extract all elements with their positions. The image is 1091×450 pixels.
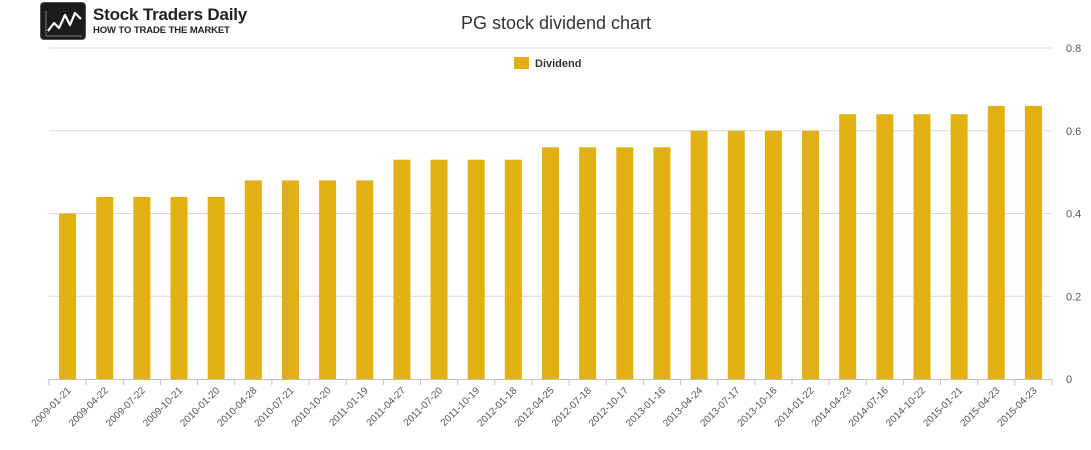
logo: Stock Traders Daily HOW TO TRADE THE MAR… (40, 2, 247, 42)
bar (542, 147, 559, 379)
chart-x-tick-labels: 2009-01-212009-04-222009-07-222009-10-21… (30, 385, 1040, 429)
x-tick-label: 2015-04-23 (996, 385, 1040, 429)
bar (764, 130, 782, 379)
bar (839, 114, 857, 379)
bar (133, 196, 151, 379)
bar (950, 114, 968, 379)
bar (356, 180, 374, 379)
logo-tagline: HOW TO TRADE THE MARKET (93, 25, 230, 36)
x-tick-label: 2010-10-20 (290, 385, 334, 429)
chart-title: PG stock dividend chart (461, 13, 651, 33)
bar (690, 130, 708, 379)
bar (727, 130, 745, 379)
bar (579, 147, 597, 379)
bar (653, 147, 671, 379)
bar (1024, 105, 1042, 380)
bar (207, 196, 225, 379)
logo-name: Stock Traders Daily (93, 5, 247, 24)
chart-axes (48, 379, 1053, 385)
bar (802, 130, 820, 379)
bar (913, 114, 931, 379)
bar (467, 159, 485, 379)
bar (876, 114, 894, 379)
bar (244, 180, 262, 379)
bar (281, 180, 299, 379)
y-tick-label: 0.4 (1066, 209, 1081, 221)
bar (393, 159, 411, 379)
chart-bars (59, 105, 1042, 380)
bar (504, 159, 522, 379)
bar (616, 147, 634, 379)
bar (430, 159, 448, 379)
bar (96, 196, 114, 379)
bar (319, 180, 337, 379)
y-tick-label: 0.2 (1066, 291, 1081, 303)
bar (59, 213, 77, 379)
legend-label-dividend: Dividend (535, 58, 581, 70)
chart-legend: Dividend (514, 57, 581, 70)
legend-swatch-dividend (514, 57, 529, 69)
bar (987, 105, 1005, 380)
chart-logo-icon (40, 2, 86, 40)
y-tick-label: 0.6 (1066, 126, 1081, 138)
chart-y-tick-labels: 0 0.2 0.4 0.6 0.8 (1066, 43, 1081, 386)
y-tick-label: 0.8 (1066, 43, 1081, 55)
bar (170, 196, 188, 379)
y-tick-label: 0 (1066, 374, 1072, 386)
